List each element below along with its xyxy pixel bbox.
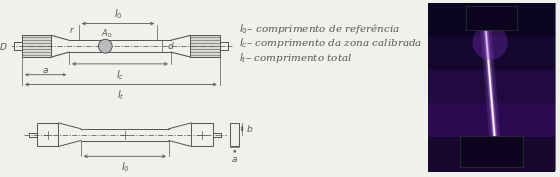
Text: $l_t$– comprimento total: $l_t$– comprimento total — [239, 51, 353, 65]
Bar — [460, 136, 524, 167]
Text: $d$: $d$ — [167, 40, 175, 51]
Bar — [428, 103, 555, 139]
Bar — [231, 123, 239, 146]
Text: $l_c$– comprimento da zona calibrada: $l_c$– comprimento da zona calibrada — [239, 36, 423, 50]
Circle shape — [99, 39, 112, 53]
Text: $l_c$: $l_c$ — [116, 68, 124, 82]
Bar — [428, 137, 555, 172]
Bar — [190, 35, 220, 57]
Bar — [37, 123, 58, 146]
Bar — [428, 36, 555, 72]
Circle shape — [473, 25, 508, 60]
Text: $l_0$: $l_0$ — [114, 7, 122, 21]
Text: $l_0$: $l_0$ — [120, 160, 129, 174]
Text: $r$: $r$ — [69, 25, 75, 35]
Text: $l_t$: $l_t$ — [117, 88, 125, 102]
Bar — [428, 70, 555, 105]
Text: $D$: $D$ — [0, 41, 7, 52]
Text: $a$: $a$ — [231, 155, 239, 164]
Bar — [428, 3, 555, 38]
Bar — [192, 123, 213, 146]
Bar — [22, 35, 52, 57]
Text: $a$: $a$ — [42, 66, 49, 75]
Bar — [428, 3, 555, 170]
Text: $l_0$– comprimento de referência: $l_0$– comprimento de referência — [239, 22, 400, 36]
Text: $b$: $b$ — [246, 123, 253, 134]
Text: $A_0$: $A_0$ — [100, 27, 112, 40]
Bar — [466, 6, 517, 30]
